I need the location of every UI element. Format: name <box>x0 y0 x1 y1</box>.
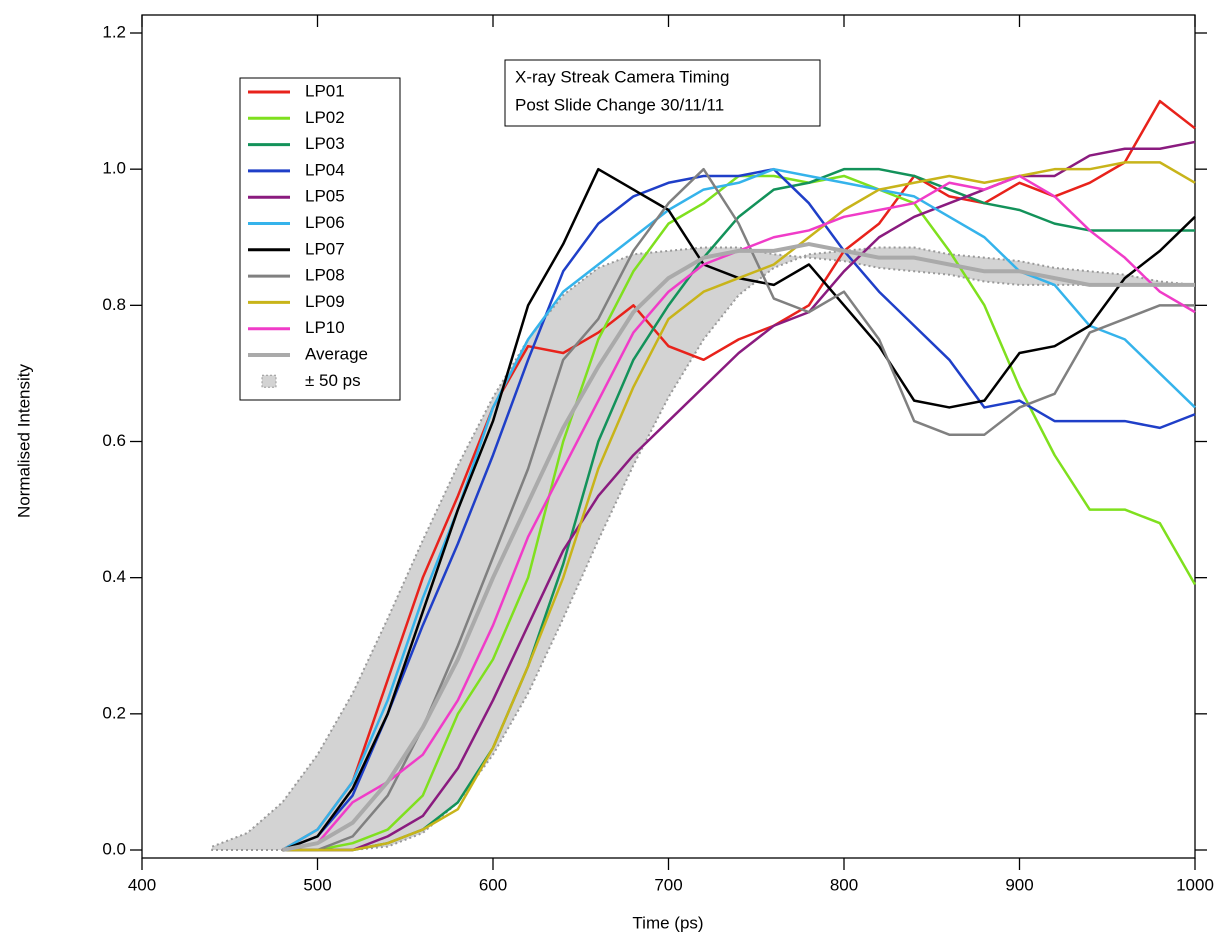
x-tick-label: 400 <box>128 875 156 894</box>
x-axis-label: Time (ps) <box>632 913 703 932</box>
legend-label: Average <box>305 344 368 363</box>
y-tick-label: 1.2 <box>102 22 126 41</box>
y-tick-label: 0.4 <box>102 567 126 586</box>
x-tick-label: 900 <box>1005 875 1033 894</box>
legend-label: LP08 <box>305 266 345 285</box>
series-line <box>281 167 1196 852</box>
series-line <box>281 167 1196 852</box>
y-tick-label: 1.0 <box>102 159 126 178</box>
legend-label: LP01 <box>305 81 345 100</box>
x-tick-label: 800 <box>830 875 858 894</box>
legend-label: LP09 <box>305 292 345 311</box>
legend-label: ± 50 ps <box>305 371 361 390</box>
series-line <box>282 242 1195 852</box>
series-line <box>282 140 1196 852</box>
plot-area <box>211 99 1197 852</box>
legend-label: LP02 <box>305 108 345 127</box>
y-axis-label: Normalised Intensity <box>14 364 33 519</box>
x-tick-label: 1000 <box>1176 875 1214 894</box>
legend-label: LP06 <box>305 213 345 232</box>
series-line <box>282 167 1195 852</box>
title-box <box>504 59 821 127</box>
chart-title: X-ray Streak Camera Timing <box>515 67 729 86</box>
y-tick-label: 0.6 <box>102 431 126 450</box>
x-tick-label: 700 <box>654 875 682 894</box>
legend-label: LP04 <box>305 160 345 179</box>
x-tick-label: 600 <box>479 875 507 894</box>
y-tick-label: 0.8 <box>102 295 126 314</box>
legend-label: LP07 <box>305 239 345 258</box>
series-line <box>281 99 1196 852</box>
legend-label: LP03 <box>305 134 345 153</box>
legend-label: LP05 <box>305 187 345 206</box>
series-line <box>282 161 1196 852</box>
legend-label: LP10 <box>305 318 345 337</box>
y-tick-label: 0.2 <box>102 703 126 722</box>
legend <box>239 77 401 401</box>
legend-items: LP01 LP02 LP03 LP04 LP05 LP06 LP07 LP08 LP09 LP10… <box>248 81 368 390</box>
legend-swatch <box>261 374 277 388</box>
chart-subtitle: Post Slide Change 30/11/11 <box>515 95 724 114</box>
x-tick-label: 500 <box>303 875 331 894</box>
series-line <box>282 167 1195 852</box>
y-tick-label: 0.0 <box>102 839 126 858</box>
